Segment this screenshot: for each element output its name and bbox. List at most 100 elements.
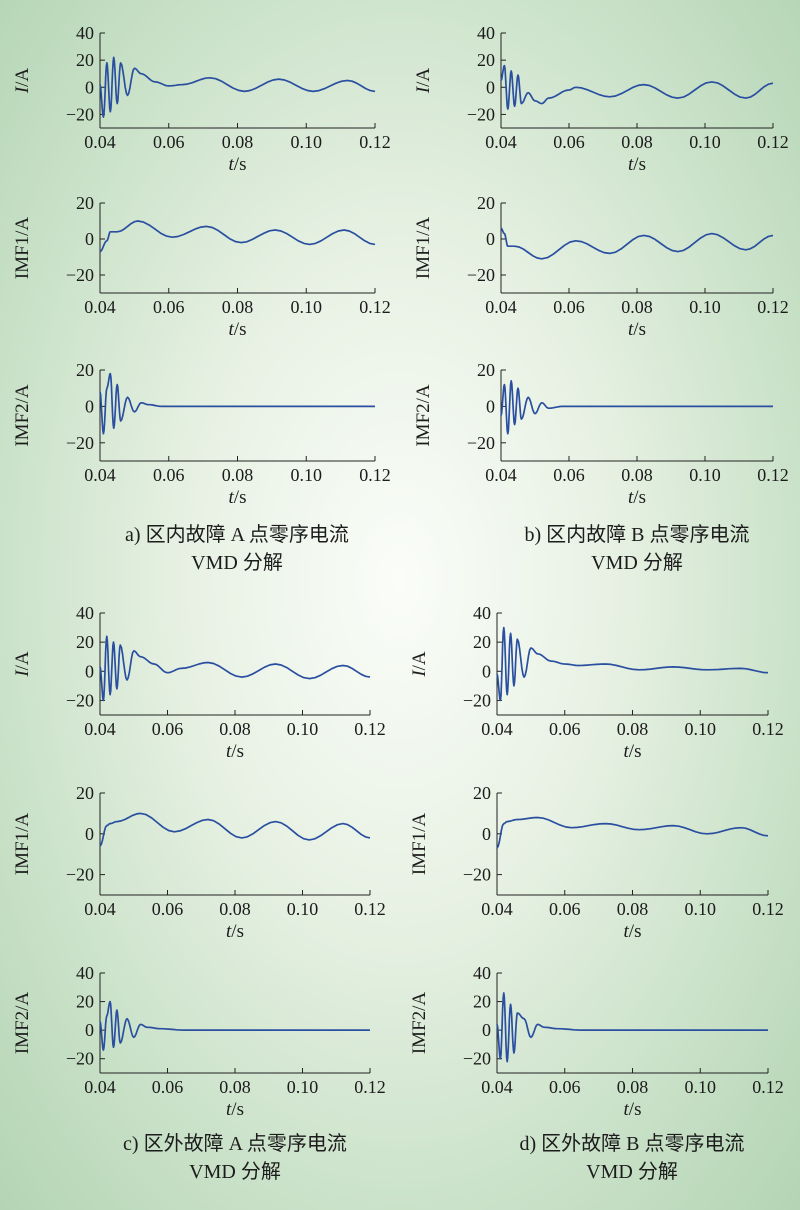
x-tick-label: 0.06 xyxy=(152,899,184,919)
y-axis-label: IMF1/A xyxy=(12,813,33,876)
x-tick-label: 0.12 xyxy=(359,465,391,485)
signal-line xyxy=(496,626,769,702)
y-tick-label: 0 xyxy=(85,824,94,844)
subplot-c-IMF1: 0.04 0.06 0.08 0.10 0.12 20 0 −20 t/s IMF1/A xyxy=(12,783,386,942)
x-tick-label: 0.08 xyxy=(222,297,254,317)
x-tick-label: 0.12 xyxy=(757,465,789,485)
y-tick-label: 0 xyxy=(482,824,491,844)
y-tick-label: 0 xyxy=(482,1020,491,1040)
y-axis-label: I/A xyxy=(12,651,33,678)
x-tick-label: 0.08 xyxy=(621,297,653,317)
caption-c-line-1: c) 区外故障 A 点零序电流 xyxy=(123,1132,347,1155)
caption-d-line-2: VMD 分解 xyxy=(586,1160,678,1183)
y-tick-label: 20 xyxy=(473,783,491,803)
y-tick-label: −20 xyxy=(66,690,94,710)
x-tick-label: 0.08 xyxy=(621,465,653,485)
x-tick-label: 0.04 xyxy=(84,719,116,739)
x-tick-label: 0.10 xyxy=(291,132,323,152)
y-tick-label: 20 xyxy=(473,632,491,652)
subplot-b-IMF2: 0.04 0.06 0.08 0.10 0.12 20 0 −20 t/s IMF2/A xyxy=(413,360,789,508)
signal-line xyxy=(99,56,376,118)
x-tick-label: 0.06 xyxy=(152,1077,184,1097)
x-axis-label: t/s xyxy=(628,319,646,340)
x-tick-label: 0.06 xyxy=(153,132,185,152)
x-tick-label: 0.04 xyxy=(485,465,517,485)
y-tick-label: 0 xyxy=(85,661,94,681)
x-tick-label: 0.10 xyxy=(287,899,319,919)
y-tick-label: 0 xyxy=(85,229,94,249)
signal-line xyxy=(500,227,774,260)
y-axis-label: IMF1/A xyxy=(409,813,430,876)
x-tick-label: 0.10 xyxy=(689,465,721,485)
signal-line xyxy=(496,992,768,1063)
x-tick-label: 0.04 xyxy=(485,132,517,152)
subplot-a-IMF1: 0.04 0.06 0.08 0.10 0.12 20 0 −20 t/s IMF1/A xyxy=(12,193,391,340)
y-tick-label: 0 xyxy=(85,77,94,97)
caption-b-line-1: b) 区内故障 B 点零序电流 xyxy=(525,523,750,546)
x-tick-label: 0.08 xyxy=(617,1077,649,1097)
x-tick-label: 0.08 xyxy=(219,899,251,919)
y-tick-label: 20 xyxy=(477,50,495,70)
y-tick-label: −20 xyxy=(463,865,491,885)
signal-line xyxy=(99,812,371,847)
y-axis-label: IMF1/A xyxy=(413,217,434,280)
subplot-d-I: 0.04 0.06 0.08 0.10 0.12 40 20 0 −20 t/s I/A xyxy=(409,603,784,762)
y-axis-label: IMF2/A xyxy=(12,992,33,1055)
x-tick-label: 0.04 xyxy=(481,1077,513,1097)
x-tick-label: 0.04 xyxy=(481,719,513,739)
y-axis-label: I/A xyxy=(12,68,33,95)
x-tick-label: 0.04 xyxy=(84,297,116,317)
x-tick-label: 0.06 xyxy=(152,719,184,739)
x-axis-label: t/s xyxy=(624,741,642,762)
y-tick-label: −20 xyxy=(66,104,94,124)
y-tick-label: 20 xyxy=(473,992,491,1012)
y-tick-label: 40 xyxy=(76,603,94,623)
x-tick-label: 0.12 xyxy=(752,899,784,919)
x-tick-label: 0.04 xyxy=(485,297,517,317)
y-tick-label: −20 xyxy=(467,265,495,285)
x-tick-label: 0.10 xyxy=(685,1077,717,1097)
y-tick-label: −20 xyxy=(66,865,94,885)
x-tick-label: 0.08 xyxy=(617,719,649,739)
x-tick-label: 0.06 xyxy=(553,132,585,152)
x-tick-label: 0.06 xyxy=(153,297,185,317)
caption-b-line-2: VMD 分解 xyxy=(591,551,683,574)
x-axis-label: t/s xyxy=(226,921,244,942)
x-axis-label: t/s xyxy=(226,1099,244,1120)
y-tick-label: −20 xyxy=(66,433,94,453)
x-tick-label: 0.04 xyxy=(84,465,116,485)
y-tick-label: 20 xyxy=(76,50,94,70)
x-tick-label: 0.12 xyxy=(757,132,789,152)
x-axis-label: t/s xyxy=(624,1099,642,1120)
signal-line xyxy=(500,380,773,435)
x-tick-label: 0.10 xyxy=(685,719,717,739)
y-tick-label: 40 xyxy=(76,963,94,983)
y-tick-label: 20 xyxy=(76,783,94,803)
x-tick-label: 0.04 xyxy=(84,899,116,919)
caption-a-line-1: a) 区内故障 A 点零序电流 xyxy=(125,523,349,546)
y-tick-label: −20 xyxy=(66,1049,94,1069)
y-tick-label: −20 xyxy=(463,1049,491,1069)
signal-line xyxy=(99,220,376,253)
x-tick-label: 0.06 xyxy=(549,719,581,739)
x-tick-label: 0.12 xyxy=(354,719,386,739)
y-tick-label: 20 xyxy=(76,360,94,380)
y-tick-label: 40 xyxy=(473,963,491,983)
y-tick-label: 20 xyxy=(76,632,94,652)
caption-d-line-1: d) 区外故障 B 点零序电流 xyxy=(520,1132,745,1155)
y-axis-label: IMF2/A xyxy=(409,992,430,1055)
x-tick-label: 0.12 xyxy=(752,719,784,739)
x-tick-label: 0.10 xyxy=(287,1077,319,1097)
x-tick-label: 0.04 xyxy=(84,1077,116,1097)
x-tick-label: 0.06 xyxy=(549,1077,581,1097)
y-axis-label: IMF1/A xyxy=(12,217,33,280)
x-axis-label: t/s xyxy=(628,154,646,175)
y-axis-label: I/A xyxy=(409,651,430,678)
x-tick-label: 0.10 xyxy=(291,297,323,317)
y-tick-label: 40 xyxy=(477,23,495,43)
x-axis-label: t/s xyxy=(229,487,247,508)
y-axis-label: IMF2/A xyxy=(12,384,33,447)
x-tick-label: 0.08 xyxy=(617,899,649,919)
y-tick-label: −20 xyxy=(66,265,94,285)
